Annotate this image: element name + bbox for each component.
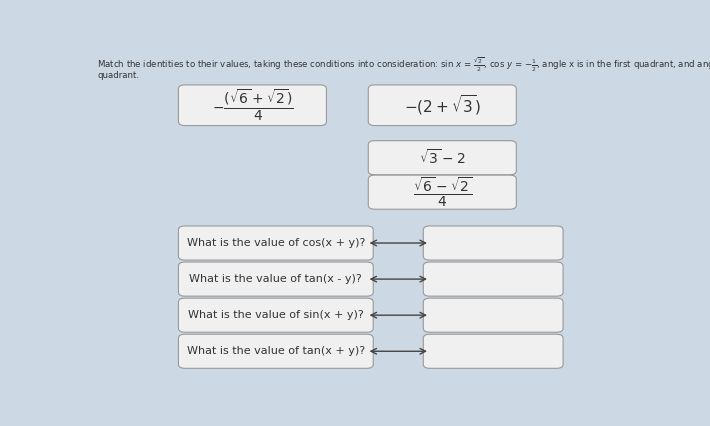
Text: What is the value of tan(x - y)?: What is the value of tan(x - y)?	[190, 274, 362, 284]
FancyBboxPatch shape	[368, 141, 516, 175]
Text: $\dfrac{\sqrt{6}-\sqrt{2}}{4}$: $\dfrac{\sqrt{6}-\sqrt{2}}{4}$	[413, 176, 472, 209]
FancyBboxPatch shape	[423, 334, 563, 368]
FancyBboxPatch shape	[368, 175, 516, 209]
Text: What is the value of tan(x + y)?: What is the value of tan(x + y)?	[187, 346, 365, 356]
Text: What is the value of sin(x + y)?: What is the value of sin(x + y)?	[188, 310, 364, 320]
FancyBboxPatch shape	[423, 226, 563, 260]
Text: quadrant.: quadrant.	[97, 71, 139, 80]
Text: Match the identities to their values, taking these conditions into consideration: Match the identities to their values, ta…	[97, 56, 710, 74]
FancyBboxPatch shape	[178, 262, 373, 296]
FancyBboxPatch shape	[368, 85, 516, 126]
Text: $\sqrt{3}-2$: $\sqrt{3}-2$	[419, 148, 466, 167]
Text: $-\dfrac{(\sqrt{6}+\sqrt{2})}{4}$: $-\dfrac{(\sqrt{6}+\sqrt{2})}{4}$	[212, 88, 293, 123]
FancyBboxPatch shape	[178, 85, 327, 126]
FancyBboxPatch shape	[178, 334, 373, 368]
Text: What is the value of cos(x + y)?: What is the value of cos(x + y)?	[187, 238, 365, 248]
FancyBboxPatch shape	[423, 262, 563, 296]
FancyBboxPatch shape	[423, 298, 563, 332]
FancyBboxPatch shape	[178, 298, 373, 332]
FancyBboxPatch shape	[178, 226, 373, 260]
Text: $-(2+\sqrt{3})$: $-(2+\sqrt{3})$	[404, 93, 481, 117]
